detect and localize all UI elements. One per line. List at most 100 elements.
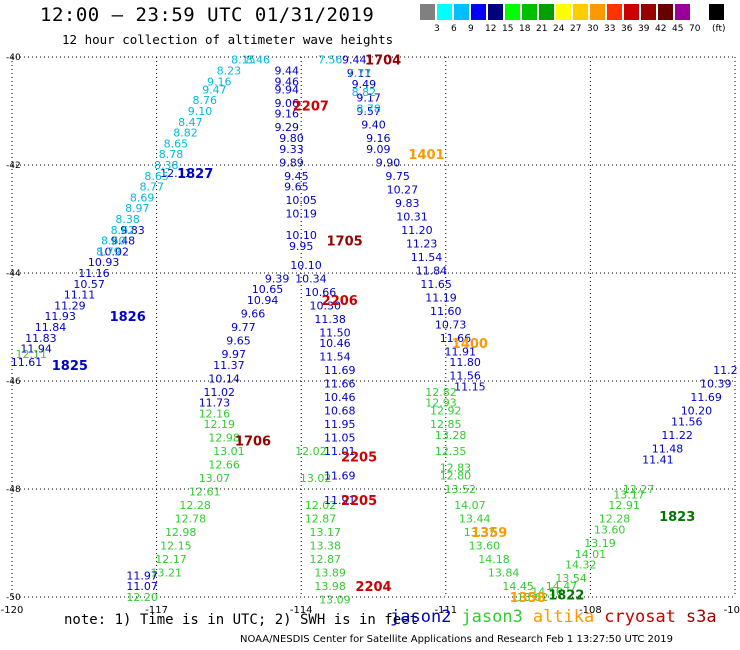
- swh-value: 13.60: [594, 524, 626, 537]
- track-time-label: 1401: [408, 148, 444, 163]
- swh-value: 13.17: [613, 488, 645, 501]
- swh-value: 12.35: [435, 445, 467, 458]
- swh-value: 11.97: [126, 569, 158, 582]
- swh-value: 13.19: [584, 537, 616, 550]
- legend-jason2: jason2: [390, 607, 452, 627]
- swh-value: 12.87: [310, 553, 342, 566]
- swh-value: 8.38: [115, 213, 140, 226]
- scale-swatch: [658, 4, 674, 20]
- swh-value: 10.20: [681, 405, 713, 418]
- x-tick-label: -114: [290, 605, 313, 616]
- track-time-label: 1822: [548, 588, 584, 603]
- scale-label: 70: [689, 24, 701, 34]
- swh-value: 14.16: [531, 586, 563, 599]
- swh-value: 11.94: [20, 343, 52, 356]
- scale-label: 6: [451, 24, 457, 34]
- track-time-label: 1706: [235, 434, 271, 449]
- scale-label: 21: [536, 24, 548, 34]
- swh-value: 11.69: [324, 364, 356, 377]
- swh-value: 10.93: [88, 256, 120, 269]
- swh-value: 11.05: [324, 432, 356, 445]
- swh-value: 9.29: [274, 121, 299, 134]
- track-time-label: 1358: [510, 591, 546, 606]
- swh-value: 9.90: [376, 156, 401, 169]
- swh-value: 12.11: [160, 167, 192, 180]
- swh-value: 11.54: [319, 351, 351, 364]
- swh-value: 8.65: [144, 170, 169, 183]
- swh-value: 10.30: [310, 299, 342, 312]
- scale-label: 33: [604, 24, 616, 34]
- legend-jason3: jason3: [461, 607, 523, 627]
- swh-value: 10.39: [700, 378, 732, 391]
- scale-label: 27: [570, 24, 582, 34]
- swh-value: 10.27: [387, 183, 419, 196]
- swh-value: 13.52: [445, 483, 477, 496]
- x-tick-label: -117: [145, 605, 168, 616]
- scale-swatch: [607, 4, 623, 20]
- swh-value: 12.85: [430, 418, 462, 431]
- swh-value: 12.78: [175, 513, 207, 526]
- scale-label: 18: [519, 24, 531, 34]
- scale-swatch: [590, 4, 606, 20]
- swh-value: 13.21: [150, 567, 182, 580]
- swh-value: 11.50: [319, 326, 351, 339]
- swh-value: 8.46: [246, 54, 271, 67]
- lat-lon-grid: [11, 56, 736, 598]
- swh-value: 9.11: [347, 67, 372, 80]
- swh-value: 12.02: [305, 499, 337, 512]
- swh-value: 9.97: [221, 348, 246, 361]
- swh-value: 9.49: [352, 78, 377, 91]
- swh-value: 12.93: [425, 397, 457, 410]
- credit-line: NOAA/NESDIS Center for Satellite Applica…: [240, 634, 673, 645]
- swh-value: 12.83: [440, 461, 472, 474]
- swh-value: 9.44: [274, 65, 299, 78]
- scale-swatch: [709, 4, 725, 20]
- swh-value: 9.94: [274, 83, 299, 96]
- swh-value: 12.80: [440, 470, 472, 483]
- swh-value: 14.07: [454, 499, 486, 512]
- swh-value: 9.65: [226, 335, 251, 348]
- wave-height-values: 12.1112.1612.1912.9813.0112.6613.0712.61…: [11, 54, 738, 607]
- swh-value: 9.46: [274, 75, 299, 88]
- track-time-label: 1400: [452, 337, 488, 352]
- swh-value: 11.56: [671, 416, 703, 429]
- swh-value: 10.34: [295, 272, 327, 285]
- swh-value: 9.57: [356, 105, 381, 118]
- track-time-label: 2205: [341, 451, 377, 466]
- swh-value: 11.93: [44, 310, 76, 323]
- swh-value: 12.27: [623, 483, 655, 496]
- swh-value: 11.69: [690, 391, 722, 404]
- swh-value: 11.19: [425, 291, 457, 304]
- swh-value: 11.66: [324, 378, 356, 391]
- scale-swatch: [675, 4, 691, 20]
- swh-value: 9.89: [279, 156, 304, 169]
- swh-value: 11.07: [126, 580, 158, 593]
- swh-value: 11.38: [314, 313, 346, 326]
- y-tick-label: -40: [6, 53, 21, 63]
- swh-value: 13.89: [314, 567, 346, 580]
- swh-value: 9.06: [274, 97, 299, 110]
- swh-value: 8.62: [111, 224, 136, 237]
- swh-value: 11.91: [324, 494, 356, 507]
- scale-swatch: [522, 4, 538, 20]
- swh-value: 8.78: [159, 148, 184, 161]
- swh-value: 9.66: [241, 308, 266, 321]
- swh-value: 11.65: [420, 278, 452, 291]
- track-time-label: 1827: [177, 167, 213, 182]
- swh-value: 13.98: [314, 580, 346, 593]
- swh-value: 12.19: [204, 418, 236, 431]
- swh-value: 9.75: [385, 170, 410, 183]
- swh-value: 8.47: [178, 116, 203, 129]
- scale-label: 42: [655, 24, 667, 34]
- scale-swatch: [692, 4, 708, 20]
- swh-value: 11.56: [449, 370, 481, 383]
- swh-value: 12.92: [430, 405, 462, 418]
- scale-swatch: [471, 4, 487, 20]
- swh-value: 9.83: [120, 224, 145, 237]
- swh-value: 11.84: [35, 321, 67, 334]
- swh-value: 12.66: [208, 459, 240, 472]
- swh-value: 11.11: [64, 289, 96, 302]
- swh-value: 12.20: [126, 591, 158, 604]
- swh-value: 12.98: [208, 432, 240, 445]
